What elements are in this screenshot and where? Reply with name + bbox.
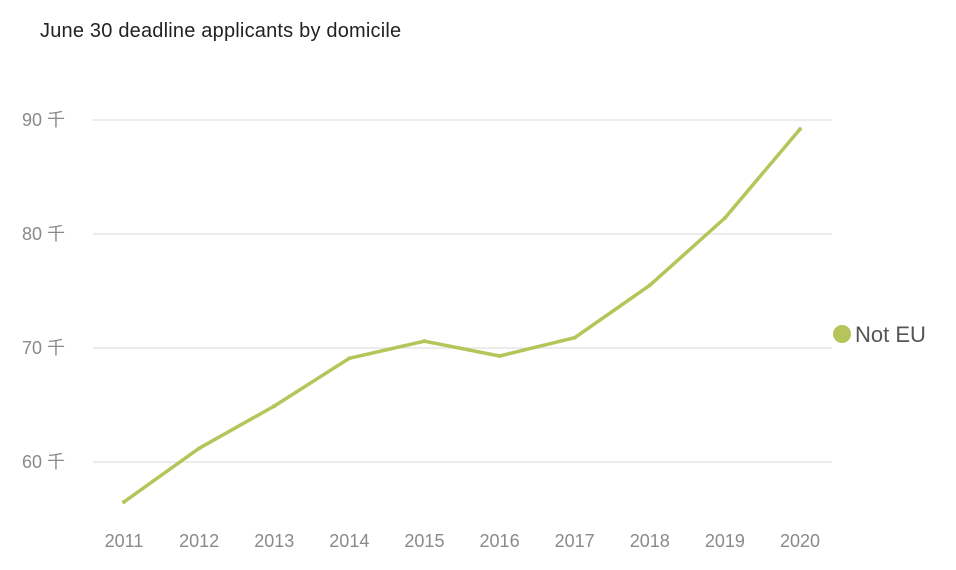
data-point [722, 216, 727, 221]
data-point [497, 353, 502, 358]
x-tick-label: 2017 [555, 531, 595, 551]
x-tick-label: 2020 [780, 531, 820, 551]
x-tick-label: 2019 [705, 531, 745, 551]
legend-label: Not EU [855, 322, 926, 347]
legend[interactable]: Not EU [833, 322, 926, 347]
series-lines [122, 127, 802, 504]
y-axis-ticks: 60 千 70 千 80 千 90 千 [22, 110, 65, 472]
series-line [122, 127, 802, 504]
x-tick-label: 2013 [254, 531, 294, 551]
x-tick-label: 2014 [329, 531, 369, 551]
data-point [422, 339, 427, 344]
x-tick-label: 2018 [630, 531, 670, 551]
x-tick-label: 2015 [404, 531, 444, 551]
y-tick-label: 80 千 [22, 224, 65, 244]
data-point [572, 335, 577, 340]
y-tick-label: 90 千 [22, 110, 65, 130]
data-point [197, 446, 202, 451]
chart-title: June 30 deadline applicants by domicile [40, 20, 402, 42]
x-tick-label: 2016 [480, 531, 520, 551]
x-axis-ticks: 2011 2012 2013 2014 2015 2016 2017 2018 2019 2020 [105, 531, 820, 551]
data-point [798, 127, 802, 132]
data-point [122, 499, 126, 504]
legend-marker [833, 325, 851, 343]
data-point [347, 356, 352, 361]
y-tick-label: 70 千 [22, 338, 65, 358]
data-point [647, 283, 652, 288]
x-tick-label: 2011 [105, 531, 144, 551]
gridlines [93, 119, 832, 463]
y-tick-label: 60 千 [22, 452, 65, 472]
x-tick-label: 2012 [179, 531, 219, 551]
data-point [272, 404, 277, 409]
